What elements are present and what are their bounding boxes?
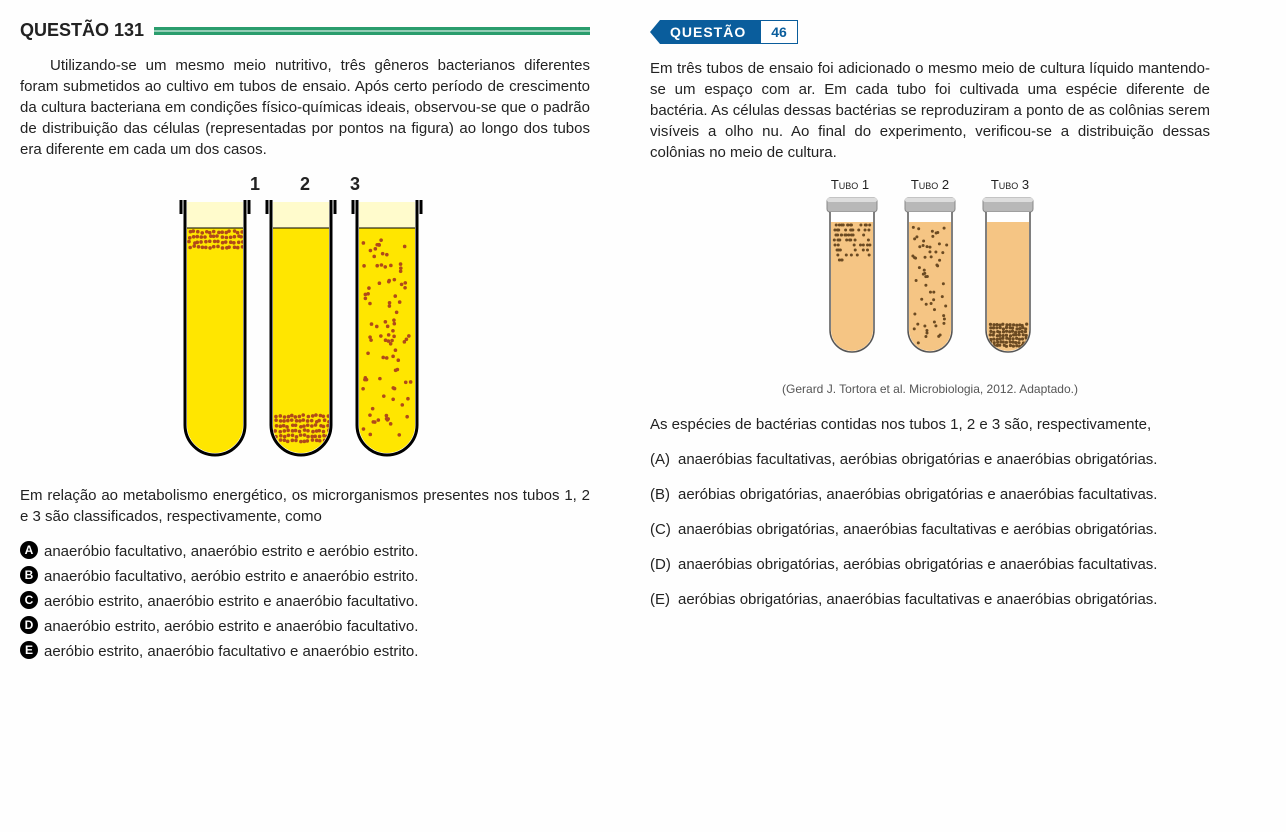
option-text: anaeróbias facultativas, aeróbias obriga… (678, 449, 1210, 470)
option-bullet: E (20, 641, 38, 659)
option-text: anaeróbias obrigatórias, aeróbias obriga… (678, 554, 1210, 575)
option-B[interactable]: Banaeróbio facultativo, aeróbio estrito … (20, 566, 590, 587)
option-text: anaeróbio estrito, aeróbio estrito e ana… (44, 616, 418, 637)
option-text: aeróbio estrito, anaeróbio estrito e ana… (44, 591, 418, 612)
question-131: QUESTÃO 131 Utilizando-se um mesmo meio … (20, 20, 590, 666)
figure-131: 1 2 3 (20, 174, 590, 465)
option-D[interactable]: (D)anaeróbias obrigatórias, aeróbias obr… (650, 554, 1210, 575)
figure-46-labels: Tubo 1 Tubo 2 Tubo 3 (650, 177, 1210, 192)
question-46-header: QUESTÃO 46 (650, 20, 1210, 44)
tube-label-1: 1 (250, 174, 260, 195)
question-46-prompt: As espécies de bactérias contidas nos tu… (650, 414, 1210, 435)
question-46-number: 46 (760, 20, 798, 44)
option-E[interactable]: (E)aeróbias obrigatórias, anaeróbias fac… (650, 589, 1210, 610)
option-text: aeróbio estrito, anaeróbio facultativo e… (44, 641, 418, 662)
question-131-header: QUESTÃO 131 (20, 20, 590, 41)
tube-label-46-3: Tubo 3 (980, 177, 1040, 192)
option-A[interactable]: (A)anaeróbias facultativas, aeróbias obr… (650, 449, 1210, 470)
option-C[interactable]: (C)anaeróbias obrigatórias, anaeróbias f… (650, 519, 1210, 540)
question-131-title: QUESTÃO 131 (20, 20, 144, 41)
option-text: anaeróbias obrigatórias, anaeróbias facu… (678, 519, 1210, 540)
question-131-options: Aanaeróbio facultativo, anaeróbio estrit… (20, 541, 590, 662)
option-bullet: A (20, 541, 38, 559)
question-46-intro: Em três tubos de ensaio foi adicionado o… (650, 58, 1210, 163)
option-bullet: (E) (650, 589, 678, 610)
figure-46: Tubo 1 Tubo 2 Tubo 3 (650, 177, 1210, 362)
option-bullet: (C) (650, 519, 678, 540)
option-B[interactable]: (B)aeróbias obrigatórias, anaeróbias obr… (650, 484, 1210, 505)
tube-label-3: 3 (350, 174, 360, 195)
question-46-options: (A)anaeróbias facultativas, aeróbias obr… (650, 449, 1210, 610)
option-A[interactable]: Aanaeróbio facultativo, anaeróbio estrit… (20, 541, 590, 562)
option-text: aeróbias obrigatórias, anaeróbias facult… (678, 589, 1210, 610)
question-46-badge: QUESTÃO (650, 20, 760, 44)
option-bullet: B (20, 566, 38, 584)
option-E[interactable]: Eaeróbio estrito, anaeróbio facultativo … (20, 641, 590, 662)
option-bullet: (A) (650, 449, 678, 470)
option-bullet: D (20, 616, 38, 634)
question-131-intro: Utilizando-se um mesmo meio nutritivo, t… (20, 55, 590, 160)
option-bullet: (B) (650, 484, 678, 505)
tube-label-46-1: Tubo 1 (820, 177, 880, 192)
question-131-prompt: Em relação ao metabolismo energético, os… (20, 485, 590, 527)
option-text: aeróbias obrigatórias, anaeróbias obriga… (678, 484, 1210, 505)
option-bullet: C (20, 591, 38, 609)
option-text: anaeróbio facultativo, aeróbio estrito e… (44, 566, 418, 587)
figure-46-caption: (Gerard J. Tortora et al. Microbiologia,… (650, 382, 1210, 396)
figure-46-svg (810, 192, 1050, 362)
header-rule (154, 27, 590, 35)
option-text: anaeróbio facultativo, anaeróbio estrito… (44, 541, 418, 562)
option-bullet: (D) (650, 554, 678, 575)
figure-131-labels: 1 2 3 (20, 174, 590, 195)
tube-label-2: 2 (300, 174, 310, 195)
figure-131-svg (175, 195, 435, 465)
option-D[interactable]: Danaeróbio estrito, aeróbio estrito e an… (20, 616, 590, 637)
question-46: QUESTÃO 46 Em três tubos de ensaio foi a… (650, 20, 1210, 666)
tube-label-46-2: Tubo 2 (900, 177, 960, 192)
option-C[interactable]: Caeróbio estrito, anaeróbio estrito e an… (20, 591, 590, 612)
